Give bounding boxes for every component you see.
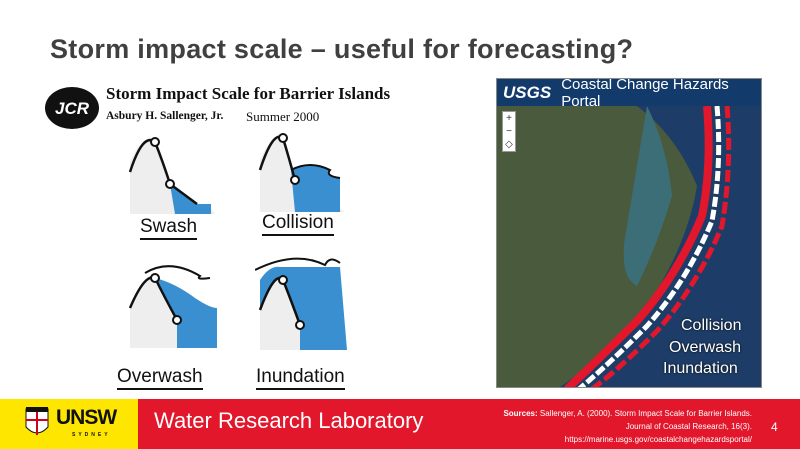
footer-bar <box>138 399 800 449</box>
map-label-inundation: Inundation <box>663 360 738 377</box>
sources-line1: Sallenger, A. (2000). Storm Impact Scale… <box>539 409 752 418</box>
slide-title: Storm impact scale – useful for forecast… <box>50 34 634 64</box>
jcr-logo: JCR <box>45 87 99 129</box>
collision-label: Collision <box>262 212 334 236</box>
inundation-label: Inundation <box>256 366 345 390</box>
paper-title: Storm Impact Scale for Barrier Islands <box>106 84 391 103</box>
paper-date: Summer 2000 <box>246 109 320 124</box>
page-number: 4 <box>771 420 778 434</box>
sources-line2: Journal of Coastal Research, 16(3). <box>625 422 752 431</box>
map-title: Coastal Change Hazards Portal <box>561 78 729 110</box>
svg-text:JCR: JCR <box>55 99 90 118</box>
map-imagery <box>497 106 761 387</box>
map-header: USGS Coastal Change Hazards Portal <box>497 79 761 110</box>
lab-name: Water Research Laboratory <box>154 408 424 433</box>
inundation-diagram <box>255 257 347 350</box>
overwash-label: Overwash <box>117 366 203 390</box>
sources-label: Sources: <box>503 409 538 418</box>
unsw-sydney-text: SYDNEY <box>72 432 111 438</box>
footer-logo-area <box>0 399 138 449</box>
map-zoom-controls[interactable]: + − ◇ <box>502 111 516 152</box>
unsw-logo-text: UNSW <box>56 406 117 429</box>
overwash-diagram <box>128 265 217 348</box>
usgs-logo: USGS <box>503 82 552 102</box>
swash-label: Swash <box>140 216 198 240</box>
sources-url[interactable]: https://marine.usgs.gov/coastalchangehaz… <box>564 435 752 444</box>
map-label-collision: Collision <box>681 317 742 334</box>
collision-diagram <box>258 133 345 212</box>
map-label-overwash: Overwash <box>669 339 742 356</box>
sources: Sources: Sallenger, A. (2000). Storm Imp… <box>503 407 752 446</box>
coastal-hazards-map[interactable]: USGS Coastal Change Hazards Portal + − ◇ C… <box>496 78 762 388</box>
swash-diagram <box>128 137 215 214</box>
unsw-crest-icon <box>25 407 49 435</box>
paper-author: Asbury H. Sallenger, Jr. <box>106 110 224 122</box>
